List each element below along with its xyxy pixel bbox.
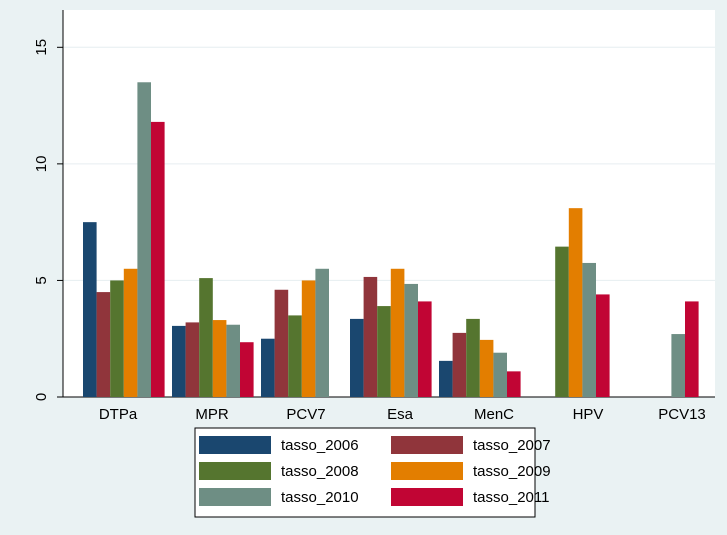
legend-swatch: [199, 462, 271, 480]
bar: [151, 121, 165, 397]
bar: [83, 222, 97, 397]
bar: [493, 352, 507, 397]
bar: [555, 246, 569, 397]
x-tick-label: PCV13: [658, 406, 706, 423]
legend-swatch: [199, 488, 271, 506]
bar: [301, 280, 316, 397]
bar: [110, 280, 124, 397]
legend-label: tasso_2006: [281, 437, 359, 454]
bar: [212, 320, 227, 397]
bar: [261, 338, 275, 397]
bar: [582, 262, 596, 397]
bar: [274, 289, 289, 397]
legend-label: tasso_2009: [473, 463, 551, 480]
bar: [288, 315, 302, 397]
x-tick-label: PCV7: [286, 406, 325, 423]
y-tick-label: 10: [33, 156, 50, 173]
bar: [350, 318, 364, 397]
bar: [240, 342, 254, 397]
bar: [466, 318, 480, 397]
legend-swatch: [391, 462, 463, 480]
bar: [404, 283, 418, 397]
legend-label: tasso_2008: [281, 463, 359, 480]
bar: [452, 332, 467, 397]
bar: [390, 268, 405, 397]
x-tick-label: MenC: [474, 406, 514, 423]
legend-swatch: [391, 488, 463, 506]
bar: [172, 325, 186, 397]
bar: [507, 371, 521, 397]
bar: [226, 324, 240, 397]
bar: [479, 339, 494, 397]
bar: [377, 306, 391, 397]
bar: [568, 208, 583, 397]
x-tick-label: DTPa: [99, 406, 138, 423]
legend-swatch: [391, 436, 463, 454]
y-tick-label: 0: [33, 393, 50, 401]
legend-label: tasso_2011: [473, 489, 549, 506]
bar: [123, 268, 138, 397]
bar: [137, 82, 151, 397]
bar: [418, 301, 432, 397]
bar: [671, 334, 685, 397]
x-tick-label: HPV: [573, 406, 604, 423]
bar: [596, 294, 610, 397]
bar: [96, 292, 111, 397]
bar: [363, 276, 378, 397]
x-tick-label: Esa: [387, 406, 414, 423]
legend-label: tasso_2007: [473, 437, 551, 454]
legend-swatch: [199, 436, 271, 454]
y-tick-label: 15: [33, 39, 50, 56]
bar: [199, 278, 213, 397]
legend-label: tasso_2010: [281, 489, 359, 506]
bar: [685, 301, 699, 397]
x-tick-label: MPR: [195, 406, 229, 423]
bar: [315, 268, 329, 397]
y-tick-label: 5: [33, 276, 50, 284]
bar: [439, 360, 453, 397]
bar: [185, 322, 200, 397]
